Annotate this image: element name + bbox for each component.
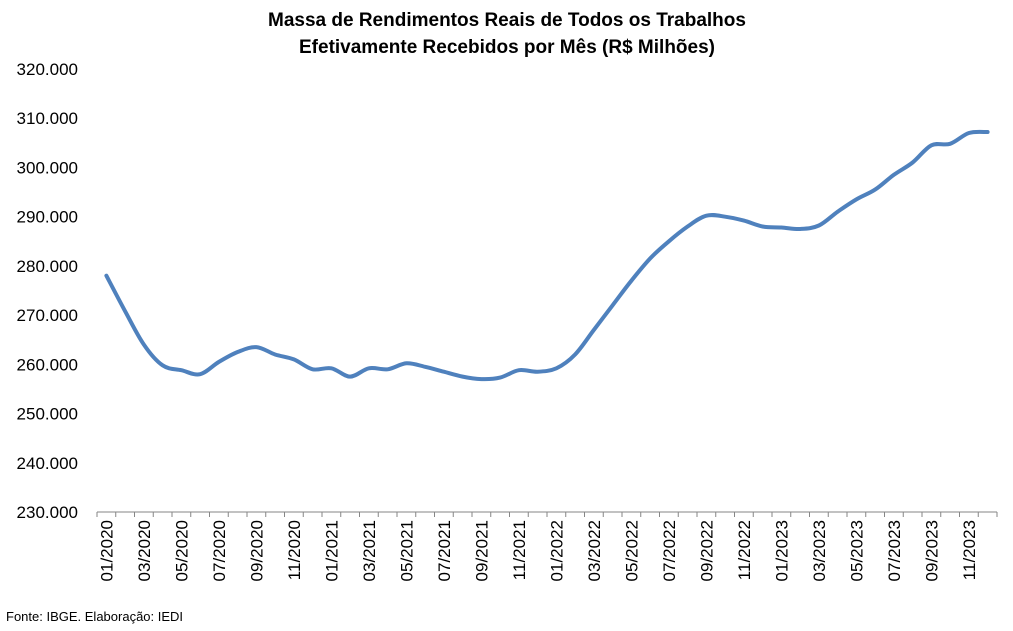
data-point: [236, 350, 240, 354]
data-point: [911, 161, 915, 165]
data-point: [161, 363, 165, 367]
data-point: [892, 173, 896, 177]
x-tick-label: 09/2020: [247, 520, 266, 581]
data-point: [179, 368, 183, 372]
x-tick-label: 05/2022: [622, 520, 641, 581]
chart-title-line2: Efetivamente Recebidos por Mês (R$ Milhõ…: [299, 37, 715, 58]
data-point: [573, 352, 577, 356]
series-points: [104, 130, 989, 381]
data-point: [311, 367, 315, 371]
data-point: [704, 214, 708, 218]
x-axis: 01/2020 03/2020 05/2020 07/2020 09/2020 11/20…: [96, 512, 998, 581]
data-point: [723, 215, 727, 219]
y-tick-label: 300.000: [17, 158, 78, 177]
x-tick-label: 07/2023: [885, 520, 904, 581]
y-axis: 230.000 240.000 250.000 260.000 270.000 280.0…: [17, 60, 78, 522]
x-tick-label: 07/2022: [660, 520, 679, 581]
x-tick-label: 09/2021: [472, 520, 491, 581]
data-point: [686, 225, 690, 229]
data-point: [629, 279, 633, 283]
data-point: [948, 142, 952, 146]
chart-title-line1: Massa de Rendimentos Reais de Todos os T…: [268, 10, 746, 31]
data-point: [367, 366, 371, 370]
data-point: [442, 370, 446, 374]
data-point: [742, 219, 746, 223]
x-tick-label: 11/2022: [735, 520, 754, 580]
data-point: [348, 375, 352, 379]
y-tick-label: 320.000: [17, 60, 78, 79]
data-point: [929, 143, 933, 147]
y-tick-label: 280.000: [17, 257, 78, 276]
data-point: [517, 368, 521, 372]
data-point: [798, 227, 802, 231]
data-point: [123, 309, 127, 313]
data-point: [461, 375, 465, 379]
data-point: [386, 367, 390, 371]
x-tick-label: 01/2022: [547, 520, 566, 581]
x-tick-label: 01/2020: [97, 520, 116, 581]
y-tick-label: 230.000: [17, 503, 78, 522]
x-tick-label: 07/2021: [435, 520, 454, 581]
y-tick-label: 260.000: [17, 355, 78, 374]
y-tick-label: 270.000: [17, 306, 78, 325]
data-point: [104, 274, 108, 278]
data-point: [479, 377, 483, 381]
data-point: [836, 210, 840, 214]
x-tick-label: 03/2021: [360, 520, 379, 581]
x-tick-label: 09/2023: [922, 520, 941, 581]
x-tick-label: 05/2020: [172, 520, 191, 581]
x-tick-label: 07/2020: [210, 520, 229, 581]
data-point: [536, 370, 540, 374]
data-point: [198, 372, 202, 376]
data-point: [423, 365, 427, 369]
y-tick-label: 240.000: [17, 454, 78, 473]
data-point: [854, 197, 858, 201]
data-point: [648, 257, 652, 261]
data-point: [592, 328, 596, 332]
x-tick-label: 05/2023: [847, 520, 866, 581]
x-tick-label: 03/2022: [585, 520, 604, 581]
data-point: [329, 366, 333, 370]
data-point: [611, 303, 615, 307]
y-tick-label: 250.000: [17, 405, 78, 424]
x-tick-label: 03/2020: [135, 520, 154, 581]
x-tick-label: 11/2020: [285, 520, 304, 580]
x-tick-label: 01/2023: [772, 520, 791, 581]
data-point: [554, 366, 558, 370]
x-tick-label: 03/2023: [810, 520, 829, 581]
data-point: [761, 225, 765, 229]
data-point: [779, 225, 783, 229]
y-tick-label: 290.000: [17, 208, 78, 227]
data-point: [498, 376, 502, 380]
data-point: [817, 224, 821, 228]
data-point: [986, 130, 990, 134]
x-tick-label: 09/2022: [697, 520, 716, 581]
y-tick-label: 310.000: [17, 109, 78, 128]
x-tick-label: 11/2023: [960, 520, 979, 580]
data-point: [273, 352, 277, 356]
data-point: [873, 188, 877, 192]
source-note: Fonte: IBGE. Elaboração: IEDI: [6, 609, 184, 624]
data-point: [292, 357, 296, 361]
data-point: [217, 360, 221, 364]
series-line: [104, 129, 990, 382]
x-tick-label: 05/2021: [397, 520, 416, 581]
data-point: [967, 131, 971, 135]
data-point: [142, 343, 146, 347]
data-point: [667, 239, 671, 243]
x-tick-label: 11/2021: [510, 520, 529, 580]
x-tick-label: 01/2021: [322, 520, 341, 581]
data-point: [254, 345, 258, 349]
data-point: [404, 361, 408, 365]
